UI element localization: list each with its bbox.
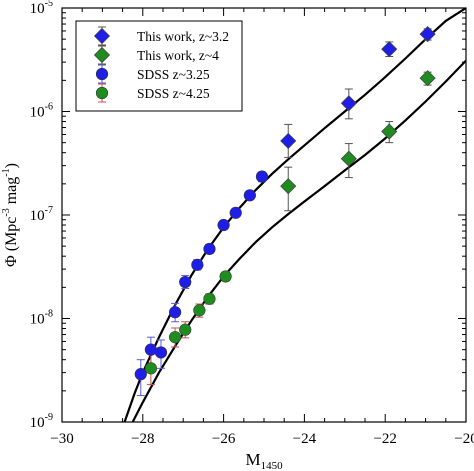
point-s1-p0 — [280, 178, 297, 195]
point-s0-p1 — [340, 95, 357, 112]
legend-marker — [93, 46, 111, 64]
y-tick-labels: 10-910-810-710-610-5 — [30, 0, 53, 431]
x-axis-label-subscript: 1450 — [261, 460, 284, 471]
point-s2-p3 — [169, 306, 182, 319]
y-tick-label: 10-5 — [30, 0, 53, 17]
point-s2-p6 — [203, 242, 216, 256]
x-axis-label-main: M — [245, 450, 260, 469]
x-tick-label: −30 — [50, 431, 73, 447]
x-tick-label: −20 — [454, 431, 474, 447]
point-s3-p4 — [203, 292, 216, 305]
point-s3-p1 — [169, 331, 182, 344]
y-axis-label-exp-1: -1 — [1, 168, 12, 176]
y-axis-label-part-2: ) — [3, 163, 20, 168]
point-s2-p10 — [255, 170, 269, 183]
y-tick-base: 10 — [30, 105, 45, 121]
point-s2-p9 — [243, 189, 256, 202]
point-s3-p5 — [219, 270, 232, 283]
point-s2-p5 — [191, 258, 204, 271]
y-tick-exponent: -6 — [45, 102, 53, 113]
y-tick-base: 10 — [30, 415, 45, 431]
y-tick-label: 10-6 — [30, 102, 53, 121]
legend-entries: This work, z~3.2 This work, z~4 SDSS z~3.2… — [93, 26, 229, 103]
legend-label: SDSS z~4.25 — [137, 86, 210, 101]
y-axis-label-part-0: Φ (Mpc — [3, 217, 20, 267]
legend-marker — [93, 27, 111, 45]
y-tick-base: 10 — [30, 312, 45, 328]
point-s2-p4 — [179, 275, 192, 289]
data-markers — [134, 25, 436, 381]
x-axis-label: M1450 — [245, 450, 283, 471]
point-s0-p3 — [419, 25, 436, 43]
point-s1-p1 — [340, 150, 357, 167]
legend-label: SDSS z~3.25 — [137, 67, 210, 82]
point-s2-p8 — [229, 206, 242, 219]
y-tick-base: 10 — [30, 208, 45, 224]
point-s3-p3 — [193, 304, 206, 317]
fit-curve-0 — [123, 8, 466, 422]
y-tick-label: 10-7 — [30, 205, 53, 224]
point-s0-p2 — [381, 41, 398, 58]
y-tick-label: 10-9 — [30, 412, 53, 431]
point-s1-p3 — [419, 70, 436, 87]
point-s1-p2 — [381, 123, 398, 140]
legend: This work, z~3.2 This work, z~4 SDSS z~3.2… — [75, 20, 243, 112]
x-tick-labels: −30 −28 −26 −24 −22 −20 — [50, 431, 474, 447]
y-tick-base: 10 — [30, 1, 45, 17]
point-s3-p2 — [179, 323, 192, 336]
x-tick-label: −22 — [373, 431, 396, 447]
y-axis-label: Φ (Mpc-3 mag-1) — [1, 163, 20, 267]
legend-marker — [95, 67, 109, 81]
y-axis-label-part-1: mag — [3, 177, 20, 209]
point-s2-p0 — [134, 368, 147, 381]
legend-marker — [95, 86, 109, 100]
axis-ticks — [61, 8, 467, 423]
y-tick-exponent: -5 — [45, 0, 53, 9]
y-tick-exponent: -9 — [45, 412, 53, 423]
y-tick-exponent: -8 — [45, 309, 53, 320]
point-s2-p7 — [217, 218, 230, 232]
legend-label: This work, z~3.2 — [137, 29, 229, 44]
point-s2-p2 — [154, 346, 168, 359]
y-tick-label: 10-8 — [30, 309, 53, 328]
x-tick-label: −24 — [293, 431, 317, 447]
x-tick-label: −26 — [212, 431, 236, 447]
y-tick-exponent: -7 — [45, 205, 53, 216]
fit-curve-1 — [131, 59, 466, 422]
x-tick-label: −28 — [131, 431, 154, 447]
point-s0-p0 — [280, 132, 297, 149]
legend-label: This work, z~4 — [137, 48, 219, 63]
point-s3-p0 — [144, 362, 157, 375]
point-s2-p1 — [144, 343, 157, 356]
y-axis-label-exp-0: -3 — [1, 208, 12, 216]
